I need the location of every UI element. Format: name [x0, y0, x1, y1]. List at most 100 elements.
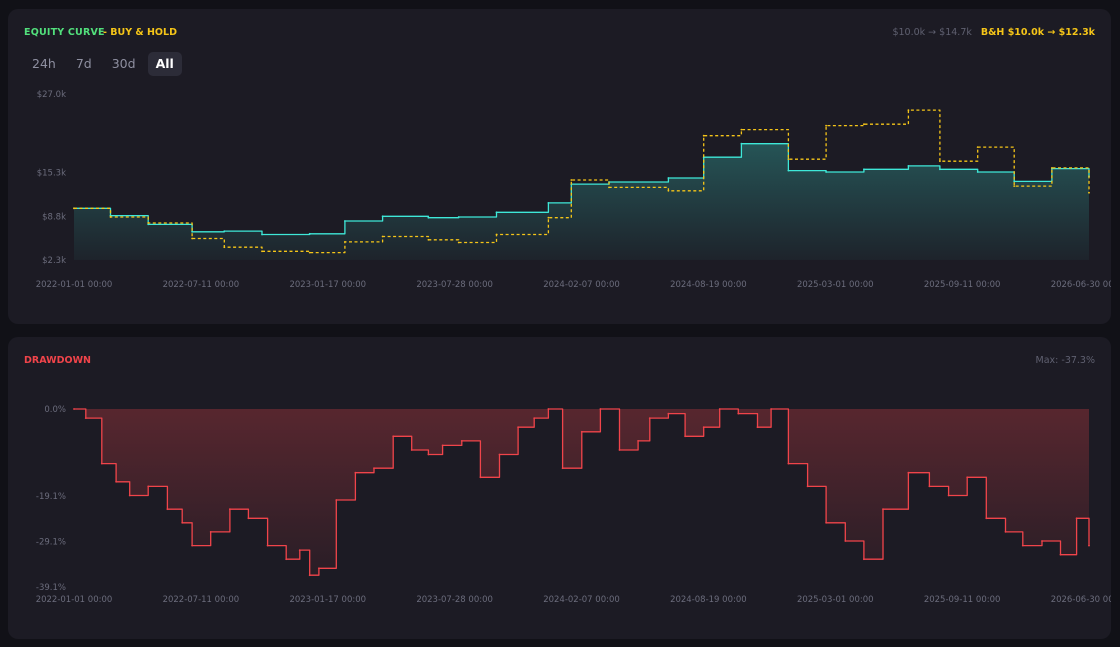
- x-tick-label: 2022-07-11 00:00: [163, 280, 240, 290]
- x-tick-label: 2022-01-01 00:00: [36, 280, 113, 290]
- x-tick-label: 2024-02-07 00:00: [543, 280, 620, 290]
- range-button-24h[interactable]: 24h: [24, 52, 64, 76]
- equity-point: [825, 171, 827, 173]
- y-tick-label: $15.3k: [37, 169, 66, 179]
- drawdown-point: [100, 462, 103, 465]
- drawdown-point: [637, 440, 639, 442]
- drawdown-point: [266, 544, 269, 547]
- drawdown-point: [308, 574, 311, 577]
- hold-point: [261, 250, 263, 253]
- hold-point: [381, 235, 384, 238]
- drawdown-point: [684, 435, 686, 438]
- equity-point: [381, 215, 384, 218]
- max-drawdown-stat: Max: -37.3%: [1035, 355, 1095, 366]
- y-tick-label: 0.0%: [44, 405, 66, 415]
- y-tick-label: $27.0k: [37, 90, 66, 100]
- y-tick-label: $8.8k: [42, 212, 66, 222]
- drawdown-point: [533, 417, 536, 419]
- equity-point: [547, 202, 550, 204]
- x-tick-label: 2024-02-07 00:00: [543, 595, 620, 605]
- drawdown-point: [1021, 544, 1024, 547]
- hold-point: [1088, 191, 1090, 194]
- drawdown-point: [335, 499, 338, 501]
- drawdown-point: [285, 558, 288, 561]
- drawdown-point: [181, 521, 184, 524]
- drawdown-point: [1004, 531, 1007, 533]
- drawdown-point: [770, 408, 772, 410]
- time-range-selector: 24h 7d 30d All: [24, 52, 182, 76]
- hold-point: [73, 207, 75, 210]
- x-tick-label: 2023-01-17 00:00: [289, 280, 366, 290]
- drawdown-point: [787, 462, 790, 465]
- hold-point: [308, 251, 311, 254]
- hold-point: [547, 216, 550, 219]
- drawdown-point: [191, 544, 194, 547]
- equity-point: [223, 230, 226, 233]
- drawdown-point: [498, 453, 501, 456]
- legend-equity-curve: EQUITY CURVE: [24, 27, 105, 38]
- drawdown-point: [863, 558, 865, 561]
- hold-point: [907, 109, 910, 111]
- drawdown-point: [882, 508, 884, 511]
- drawdown-point: [618, 449, 621, 451]
- hold-point: [1051, 167, 1053, 169]
- x-tick-label: 2025-09-11 00:00: [924, 595, 1001, 605]
- drawdown-point: [517, 426, 519, 429]
- x-tick-label: 2022-07-11 00:00: [163, 595, 240, 605]
- drawdown-title: DRAWDOWN: [24, 355, 91, 366]
- drawdown-point: [737, 412, 740, 415]
- drawdown-point: [441, 444, 444, 447]
- hold-point: [191, 237, 194, 240]
- x-tick-label: 2025-03-01 00:00: [797, 280, 874, 290]
- range-button-all[interactable]: All: [147, 52, 182, 76]
- drawdown-point: [580, 430, 583, 433]
- drawdown-point: [947, 494, 950, 497]
- x-tick-label: 2026-06-30 00:00: [1051, 595, 1111, 605]
- drawdown-point: [354, 471, 357, 474]
- x-tick-label: 2024-08-19 00:00: [670, 595, 747, 605]
- hold-series-line: [74, 109, 1090, 254]
- x-tick-label: 2026-06-30 00:00: [1051, 280, 1111, 290]
- drawdown-point: [756, 426, 759, 429]
- hold-point: [939, 160, 941, 163]
- equity-point: [939, 168, 941, 171]
- drawdown-point: [73, 408, 75, 410]
- drawdown-point: [907, 471, 910, 474]
- drawdown-point: [667, 412, 670, 415]
- y-tick-label: -19.1%: [36, 492, 66, 502]
- drawdown-point: [1041, 540, 1043, 542]
- drawdown-point: [1075, 517, 1078, 520]
- y-tick-label: -29.1%: [36, 537, 66, 547]
- drawdown-point: [561, 467, 564, 470]
- equity-point: [907, 165, 910, 167]
- x-tick-label: 2023-07-28 00:00: [416, 595, 493, 605]
- drawdown-point: [806, 485, 809, 488]
- range-button-30d[interactable]: 30d: [104, 52, 144, 76]
- drawdown-point: [318, 567, 320, 570]
- equity-point: [261, 233, 263, 236]
- drawdown-point: [410, 449, 413, 451]
- hold-point: [702, 134, 705, 137]
- hold-return-stat: B&H $10.0k → $12.3k: [980, 27, 1095, 38]
- strategy-return-stat: $10.0k → $14.7k: [892, 27, 972, 38]
- x-tick-label: 2023-07-28 00:00: [416, 280, 493, 290]
- drawdown-point: [460, 440, 463, 442]
- drawdown-point: [84, 417, 87, 419]
- drawdown-point: [427, 453, 430, 456]
- drawdown-point: [479, 476, 482, 479]
- equity-chart: $27.0k $15.3k $8.8k $2.3k 2022-01-01 00:00 20…: [36, 90, 1111, 290]
- drawdown-point: [825, 521, 827, 524]
- hold-point: [787, 158, 790, 161]
- drawdown-chart: 0.0% -19.1% -29.1% -39.1% 2022-01-01 00:00 20…: [36, 405, 1111, 605]
- equity-point: [787, 169, 790, 172]
- range-button-7d[interactable]: 7d: [68, 52, 100, 76]
- equity-point: [495, 211, 498, 214]
- hold-point: [976, 146, 979, 149]
- hold-point: [863, 123, 865, 126]
- hold-point: [495, 233, 498, 236]
- x-tick-label: 2024-08-19 00:00: [670, 280, 747, 290]
- y-tick-label: -39.1%: [36, 583, 66, 593]
- equity-panel: $27.0k $15.3k $8.8k $2.3k 2022-01-01 00:00 20…: [8, 9, 1111, 324]
- equity-area: [74, 143, 1089, 260]
- drawdown-point: [115, 480, 117, 483]
